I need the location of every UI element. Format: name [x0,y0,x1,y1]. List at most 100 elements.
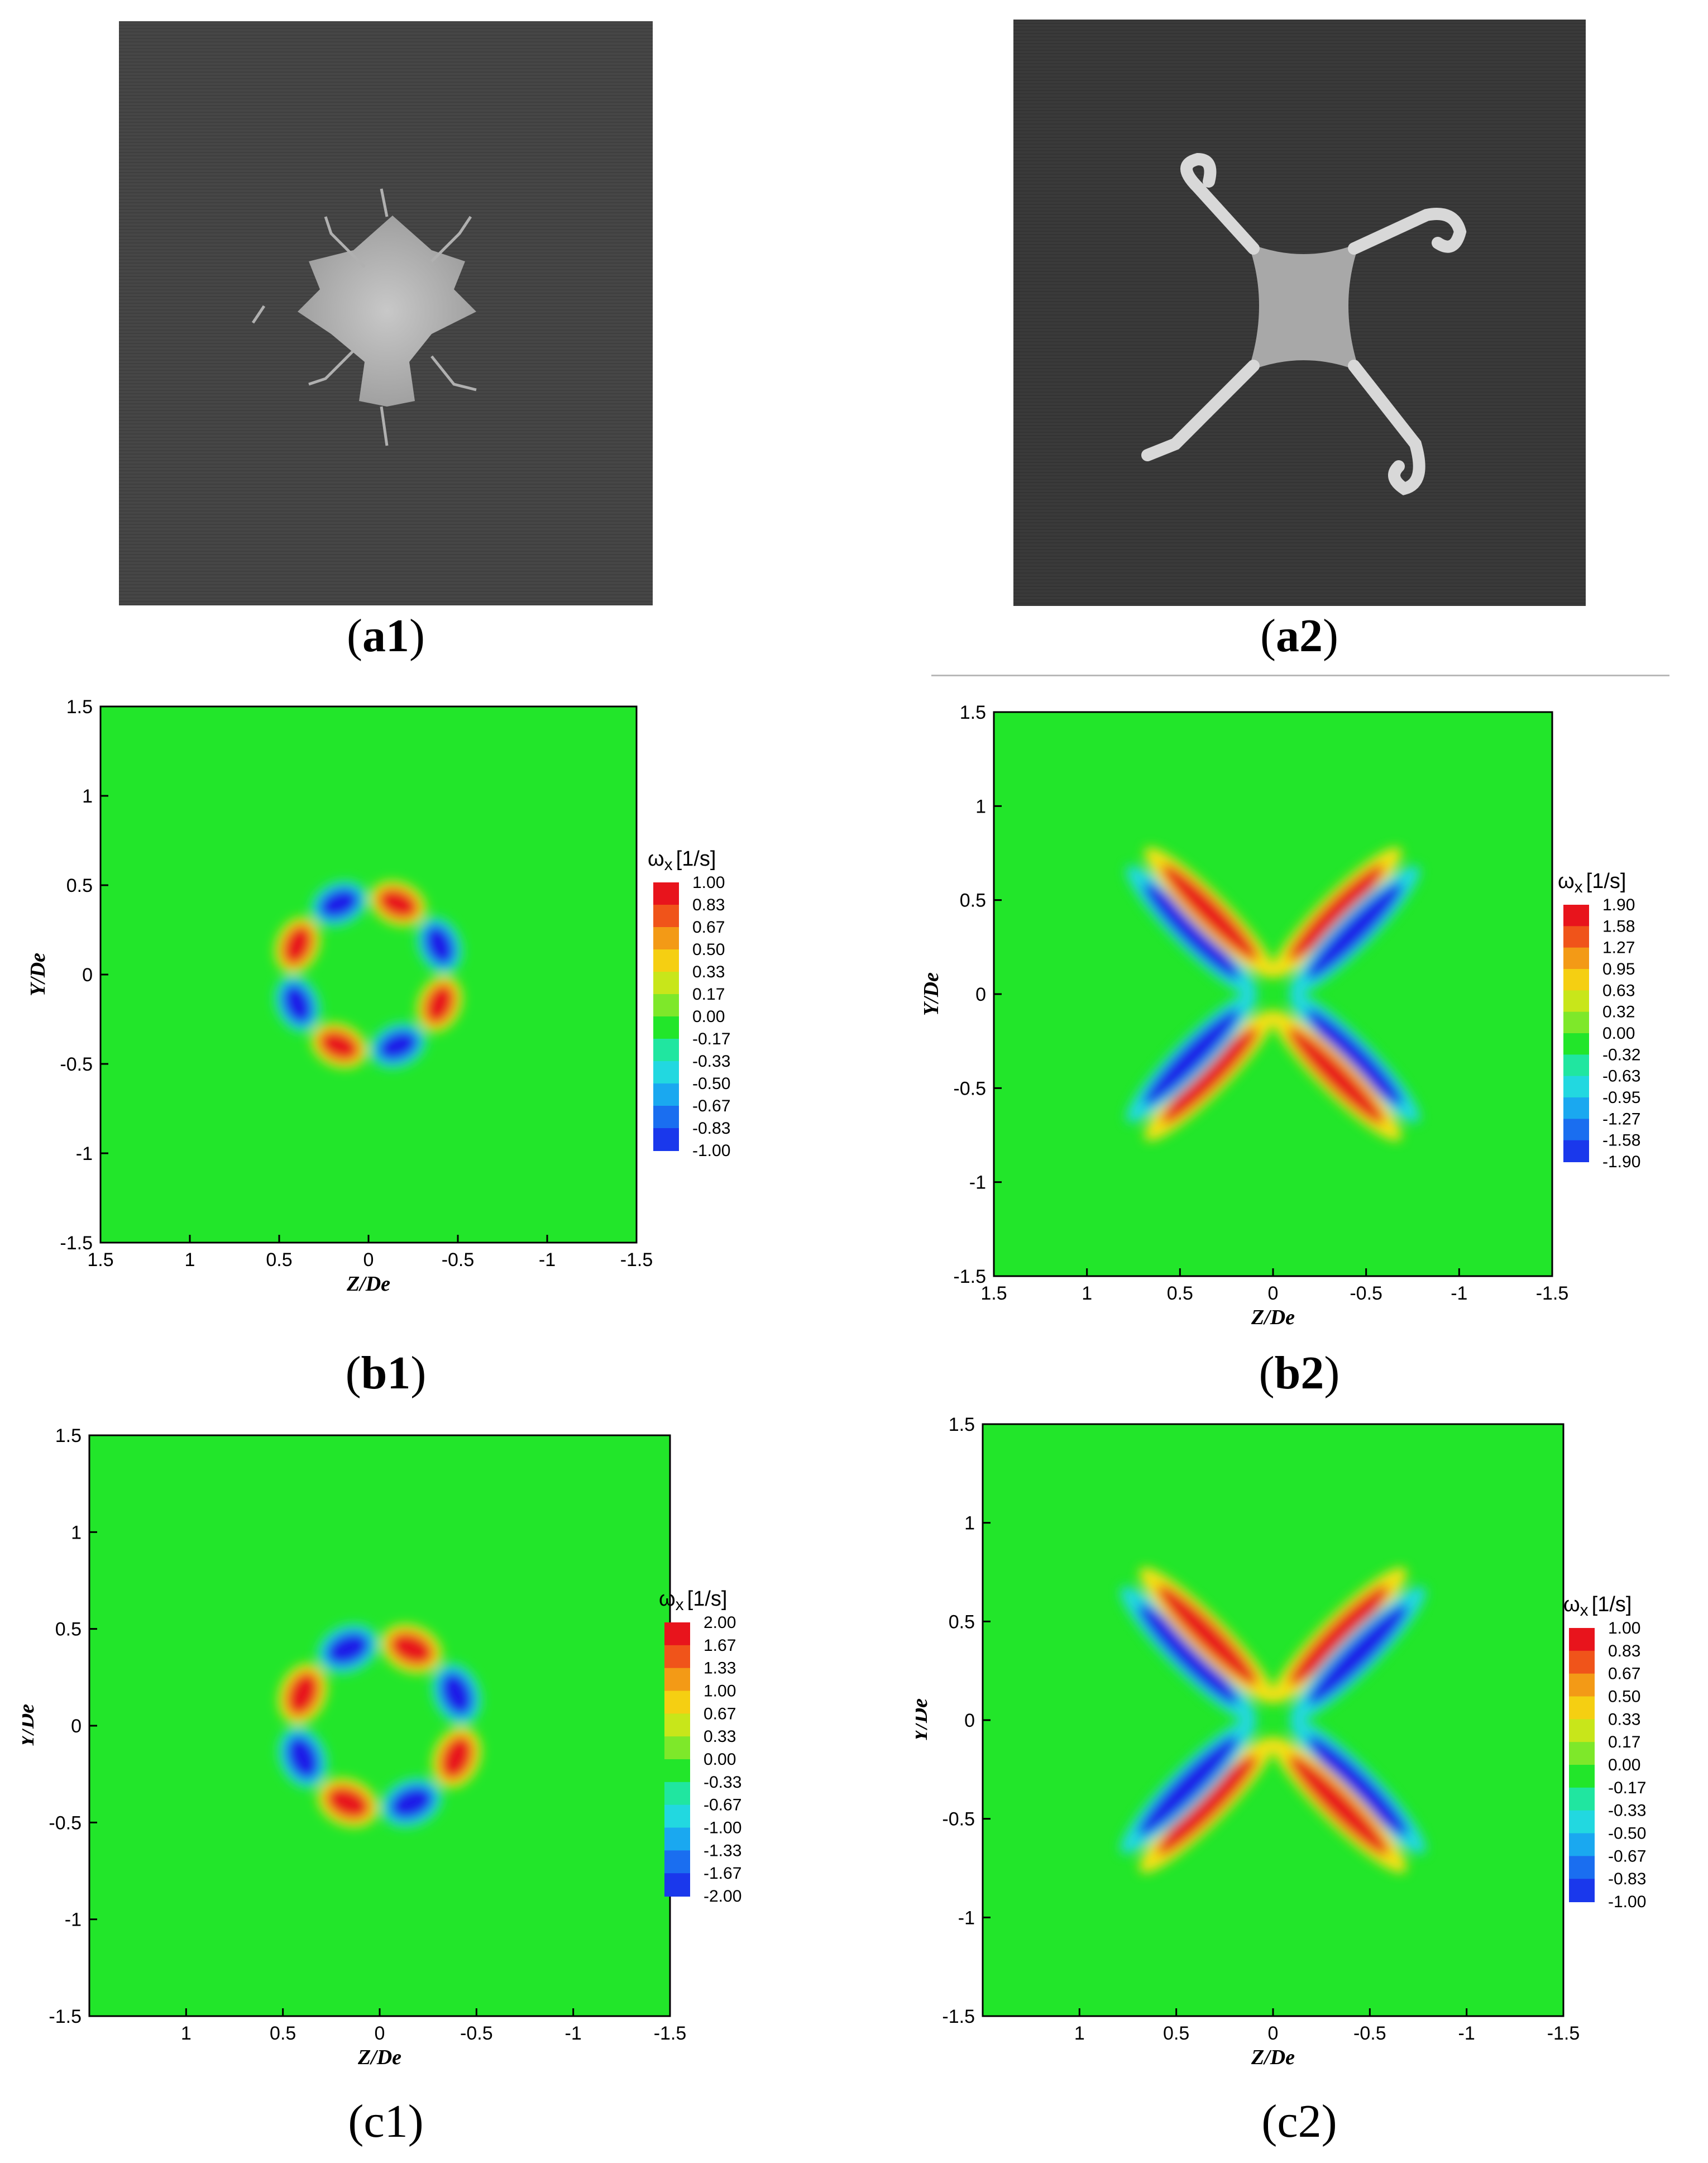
y-axis-label: Y/De [920,972,943,1016]
colorbar-swatch [1563,1076,1589,1098]
caption-a2: (a2) [1260,610,1338,662]
colorbar-level-label: 0.17 [692,985,725,1004]
vortex-positive [1161,1027,1259,1124]
colorbar-level-label: 1.00 [1608,1619,1640,1637]
y-tick-label: 0.5 [960,890,986,911]
x-tick-label: -1 [539,1249,556,1271]
y-tick-label: 1 [964,1513,975,1534]
vorticity-field [278,1624,481,1827]
colorbar-level-label: 0.00 [1602,1024,1635,1043]
colorbar-swatch [1563,947,1589,970]
y-tick-label: -0.5 [60,1054,93,1075]
y-tick-label: -1.5 [942,2006,975,2027]
y-tick-label: -0.5 [942,1809,975,1830]
colorbar-swatch [1569,1787,1595,1811]
vortex-negative [1308,1604,1408,1705]
vortex-negative [1138,1735,1238,1836]
x-tick-label: 0 [363,1249,374,1271]
colorbar-title: ωx [1/s] [1563,1593,1632,1620]
x-tick-label: -1.5 [620,1249,653,1271]
colorbar-level-label: -0.50 [692,1075,730,1093]
colorbar-swatch [664,1691,690,1715]
y-tick-label: 0.5 [949,1611,975,1632]
colorbar-level-label: 0.67 [1608,1665,1640,1683]
vortex-positive [424,983,455,1025]
colorbar-swatch [1569,1628,1595,1651]
vortex-positive [1157,1585,1258,1685]
vortex-positive [1288,1755,1389,1855]
colorbar-level-label: -1.00 [692,1142,730,1160]
colorbar-swatch [664,1850,690,1874]
y-tick-label: -1.5 [60,1233,93,1254]
vortex-negative [1143,1009,1240,1106]
colorbar-title: ωx [1/s] [1558,870,1626,896]
y-axis-label: Y/De [22,1704,39,1747]
cross-section-cruciform-image [119,21,653,605]
colorbar-swatch [653,1083,679,1106]
vortex-positive [389,1632,434,1666]
colorbar-level-label: -0.17 [692,1030,730,1048]
vortex-negative [1138,1604,1238,1705]
y-tick-label: 1.5 [55,1425,82,1446]
colorbar-level-label: 0.32 [1602,1003,1635,1021]
colorbar-swatch [664,1645,690,1669]
colorbar-swatch [653,1106,679,1129]
colorbar-swatch [1569,1856,1595,1880]
y-tick-label: 1.5 [66,696,93,718]
colorbar-level-label: 0.83 [1608,1642,1640,1660]
x-tick-label: 1 [185,1249,195,1271]
y-tick-label: 0.5 [55,1619,82,1640]
colorbar-level-label: -0.32 [1602,1045,1640,1064]
contour-plot-c2-svg: 1.510.50-0.5-1-1.51 0.5 0 -0.5 -1 -1.5Z/DeY/D… [908,1414,1646,2069]
vortex-positive [326,1785,370,1820]
colorbar-swatch [1569,1879,1595,1902]
colorbar-swatch [653,882,679,905]
colorbar-level-label: -0.50 [1608,1825,1646,1843]
colorbar-level-label: -0.33 [704,1773,741,1792]
contour-plot-c1-svg: 1.5 1 0.5 0 -0.5 -1 -1.5 1 0.5 0 -0.5 -1 -1.5 Z/De Y/D… [15,1425,741,2069]
contour-plot-b2: 1.5 1 0.5 0 -0.5 -1 -1.5 1.5 1 0.5 0 -0.5 -1 -1.5 Z/De… [916,698,1686,1340]
colorbar-level-label: 1.90 [1602,896,1635,914]
vortex-positive [282,924,313,966]
colorbar-level-label: -0.95 [1602,1088,1640,1107]
colorbar-swatch [1563,990,1589,1013]
colorbar-level-label: 1.58 [1602,917,1635,935]
colorbar-level-label: -0.67 [1608,1847,1646,1865]
vortex-positive [286,1672,320,1716]
vorticity-field [1120,1567,1426,1873]
colorbar-swatch [653,1128,679,1151]
x-tick-label: 1 [1074,2023,1085,2044]
colorbar-swatch [664,1759,690,1783]
colorbar-swatch [653,1061,679,1084]
vortex-positive [377,888,419,919]
colorbar-title: ωx [1/s] [659,1587,727,1614]
plot-background [994,712,1552,1276]
x-tick-label: -0.5 [442,1249,475,1271]
x-tick-label: 1 [181,2023,192,2044]
y-axis-label: Y/De [26,953,50,996]
x-tick-label: 0 [375,2023,385,2044]
x-tick-label: -0.5 [460,2023,493,2044]
vortex-positive [1161,864,1259,961]
x-axis-label: Z/De [346,1272,390,1296]
colorbar-swatch [653,994,679,1017]
x-tick-label: -1.5 [654,2023,687,2044]
contour-plot-b1-svg: 1.510.50-0.5-1-1.51.5 1 0.5 0 -0.5 -1 -1.5Z/De… [26,696,730,1296]
colorbar-swatch [664,1668,690,1692]
colorbar-swatch [664,1622,690,1646]
x-tick-label: -1 [1451,1283,1467,1304]
colorbar-level-label: 0.33 [1608,1710,1640,1729]
y-tick-label: 1 [975,796,986,817]
colorbar-swatch [664,1736,690,1760]
colorbar-level-label: 1.00 [692,873,725,892]
colorbar-level-label: 0.83 [692,896,725,914]
colorbar-level-label: -1.33 [704,1841,741,1860]
x-axis-label: Z/De [1251,2046,1295,2069]
vortex-positive [1288,1585,1389,1685]
caption-b2: (b2) [1259,1347,1340,1399]
y-tick-label: -1.5 [49,2006,82,2027]
contour-plot-c2: 1.5 1 0.5 0 -0.5 -1 -1.5 1 0.5 0 -0.5 -1 -1.5 Z/De Y/D… [908,1410,1686,2080]
colorbar-swatch [653,1039,679,1062]
colorbar-level-label: 1.33 [704,1659,736,1678]
vortex-negative [1306,882,1403,980]
